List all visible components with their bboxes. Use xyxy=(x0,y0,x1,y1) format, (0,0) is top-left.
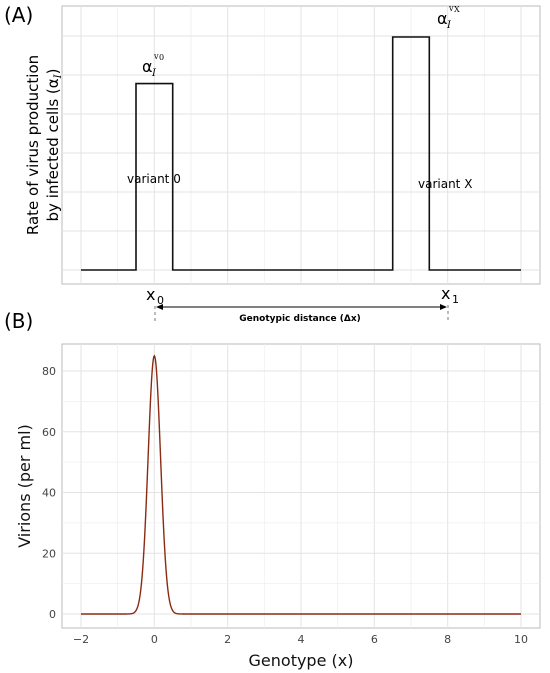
panel-b-label: (B) xyxy=(4,309,33,333)
virion-curve xyxy=(81,354,521,615)
production-rate-profile xyxy=(81,36,521,271)
panel-b-y-tick-label: 0 xyxy=(49,608,56,621)
panel-a-ylabel-sub: I xyxy=(53,73,64,79)
x0-marker: x 0 xyxy=(146,285,164,307)
peakX-sub: I xyxy=(446,20,452,31)
peakX-sup-sub: X xyxy=(454,5,460,14)
peakX-sup: v xyxy=(448,4,454,13)
x0-sub: 0 xyxy=(157,294,164,307)
panel-a-ylabel-close: ) xyxy=(44,69,62,75)
panel-b-x-tick-label: 2 xyxy=(224,633,231,646)
panel-b-y-axis-label: Virions (per ml) xyxy=(15,424,34,548)
variantX-label: variant X xyxy=(418,177,472,191)
panel-a-grid xyxy=(62,6,540,284)
panel-a-ylabel-line2-text: by infected cells (α xyxy=(44,78,62,221)
x0-main: x xyxy=(146,285,155,304)
peak0-symbol: α xyxy=(142,57,153,76)
peak0-label: α I v 0 xyxy=(142,52,164,79)
panel-b-y-tick-label: 60 xyxy=(42,426,56,439)
panel-b-y-tick-label: 40 xyxy=(42,487,56,500)
variant0-label: variant 0 xyxy=(127,172,181,186)
panel-b-x-tick-label: 8 xyxy=(444,633,451,646)
genotypic-distance-arrow xyxy=(156,304,447,310)
peakX-symbol: α xyxy=(437,9,448,28)
panel-b-x-tick-label: −2 xyxy=(73,633,89,646)
genotypic-distance-label: Genotypic distance (Δx) xyxy=(239,314,360,324)
panel-a-plot xyxy=(61,5,541,285)
peakX-label: α I v X xyxy=(437,4,460,31)
x1-marker: x 1 xyxy=(441,284,459,306)
panel-b-x-tick-label: 6 xyxy=(371,633,378,646)
panel-b-x-tick-label: 0 xyxy=(151,633,158,646)
panel-b-x-tick-label: 10 xyxy=(514,633,528,646)
peak0-sub: I xyxy=(151,68,157,79)
peak0-sup: v xyxy=(153,52,159,61)
peak0-sup-sub: 0 xyxy=(159,53,164,62)
panel-a-ylabel-line2: by infected cells (αI) xyxy=(44,69,64,222)
panel-b-plot: −2 0 2 4 6 8 10 0 20 40 60 80 xyxy=(42,343,541,646)
panel-b-y-tick-label: 80 xyxy=(42,365,56,378)
panel-a-ylabel-line1: Rate of virus production xyxy=(24,55,42,235)
panel-a-y-axis-label: Rate of virus production by infected cel… xyxy=(24,55,64,235)
panel-b-y-ticks: 0 20 40 60 80 xyxy=(42,365,56,621)
panel-b-x-axis-label: Genotype (x) xyxy=(249,651,354,670)
panel-b-y-tick-label: 20 xyxy=(42,547,56,560)
panel-b-x-ticks: −2 0 2 4 6 8 10 xyxy=(73,633,528,646)
x1-main: x xyxy=(441,284,450,303)
panel-a-label: (A) xyxy=(4,3,33,27)
x1-sub: 1 xyxy=(452,293,459,306)
panel-b-x-tick-label: 4 xyxy=(298,633,305,646)
